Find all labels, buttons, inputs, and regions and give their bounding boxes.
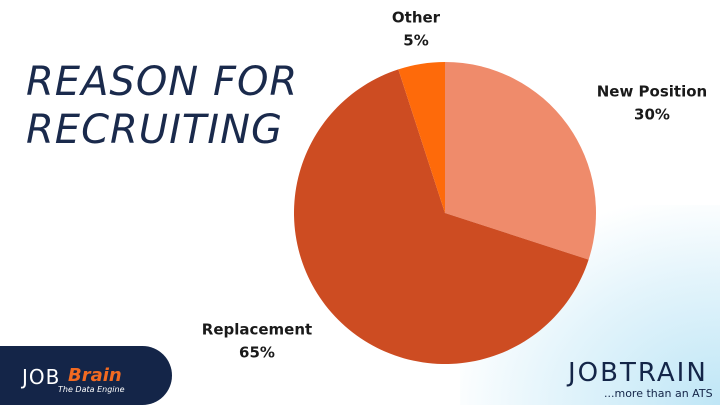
slice-label: New Position	[597, 83, 707, 101]
pie-slice	[445, 62, 597, 260]
jobbrain-logo: JOB Brain The Data Engine	[0, 346, 172, 405]
slice-label: Other	[392, 9, 441, 27]
pie-slice	[294, 69, 589, 364]
jobtrain-logo: JOBTRAIN	[568, 358, 708, 388]
chart-title: REASON FOR RECRUITING	[26, 59, 299, 153]
pie-slice	[398, 62, 445, 213]
value-label: 65%	[239, 344, 275, 362]
logo-mark: JOB	[22, 365, 61, 389]
value-label: 30%	[634, 106, 670, 124]
logo-tagline: The Data Engine	[58, 385, 125, 394]
logo-name: Brain	[68, 365, 122, 386]
slice-label: Replacement	[202, 321, 312, 339]
value-label: 5%	[403, 32, 428, 50]
logo-tagline: ...more than an ATS	[604, 387, 713, 400]
